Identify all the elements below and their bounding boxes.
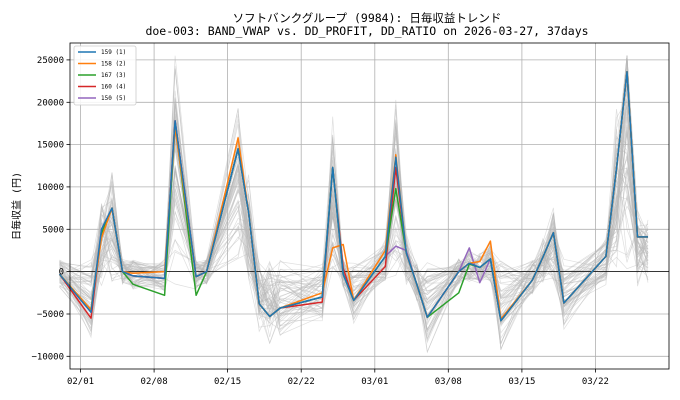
y-tick-label: −10000 — [31, 352, 64, 362]
x-tick-label: 03/08 — [435, 377, 462, 387]
y-tick-label: 10000 — [37, 183, 64, 193]
series-line-1 — [58, 71, 648, 322]
background-trial-line — [59, 101, 649, 311]
y-axis-label: 日毎収益 (円) — [10, 172, 23, 240]
x-tick-label: 02/15 — [214, 377, 241, 387]
background-trial-line — [59, 129, 649, 326]
x-tick-label: 03/01 — [361, 377, 388, 387]
x-tick-label: 02/01 — [67, 377, 94, 387]
legend-box — [73, 45, 137, 106]
y-tick-label: 15000 — [37, 141, 64, 151]
y-tick-label: −5000 — [37, 310, 64, 320]
plot-frame — [69, 42, 670, 370]
x-axis: 02/01 02/08 02/15 02/22 03/01 03/08 03/15 03/22 — [67, 369, 609, 387]
x-tick-label: 02/22 — [288, 377, 315, 387]
y-tick-label: 25000 — [37, 56, 64, 66]
legend-label-3: 167 (3) — [101, 72, 126, 79]
x-tick-label: 02/08 — [141, 377, 168, 387]
y-tick-label: 5000 — [42, 225, 64, 235]
y-tick-label: 0 — [59, 268, 64, 278]
x-tick-label: 03/15 — [508, 377, 535, 387]
grid — [70, 43, 669, 369]
plot-area — [70, 43, 669, 369]
legend-label-5: 150 (5) — [101, 95, 126, 102]
legend: 159 (1) 158 (2) 167 (3) 160 (4) 150 (5) — [73, 45, 137, 106]
legend-label-1: 159 (1) — [101, 49, 126, 56]
series-lines — [58, 71, 648, 322]
background-trial-line — [59, 119, 649, 342]
legend-label-2: 158 (2) — [101, 61, 126, 68]
x-tick-label: 03/22 — [582, 377, 609, 387]
y-axis: −10000 −5000 0 5000 10000 15000 20000 25000 — [31, 56, 70, 362]
legend-label-4: 160 (4) — [101, 84, 126, 91]
chart-title: ソフトバンクグループ (9984): 日毎収益トレンド — [233, 11, 502, 25]
chart-subtitle: doe-003: BAND_VWAP vs. DD_PROFIT, DD_RAT… — [145, 24, 588, 38]
y-tick-label: 20000 — [37, 98, 64, 108]
